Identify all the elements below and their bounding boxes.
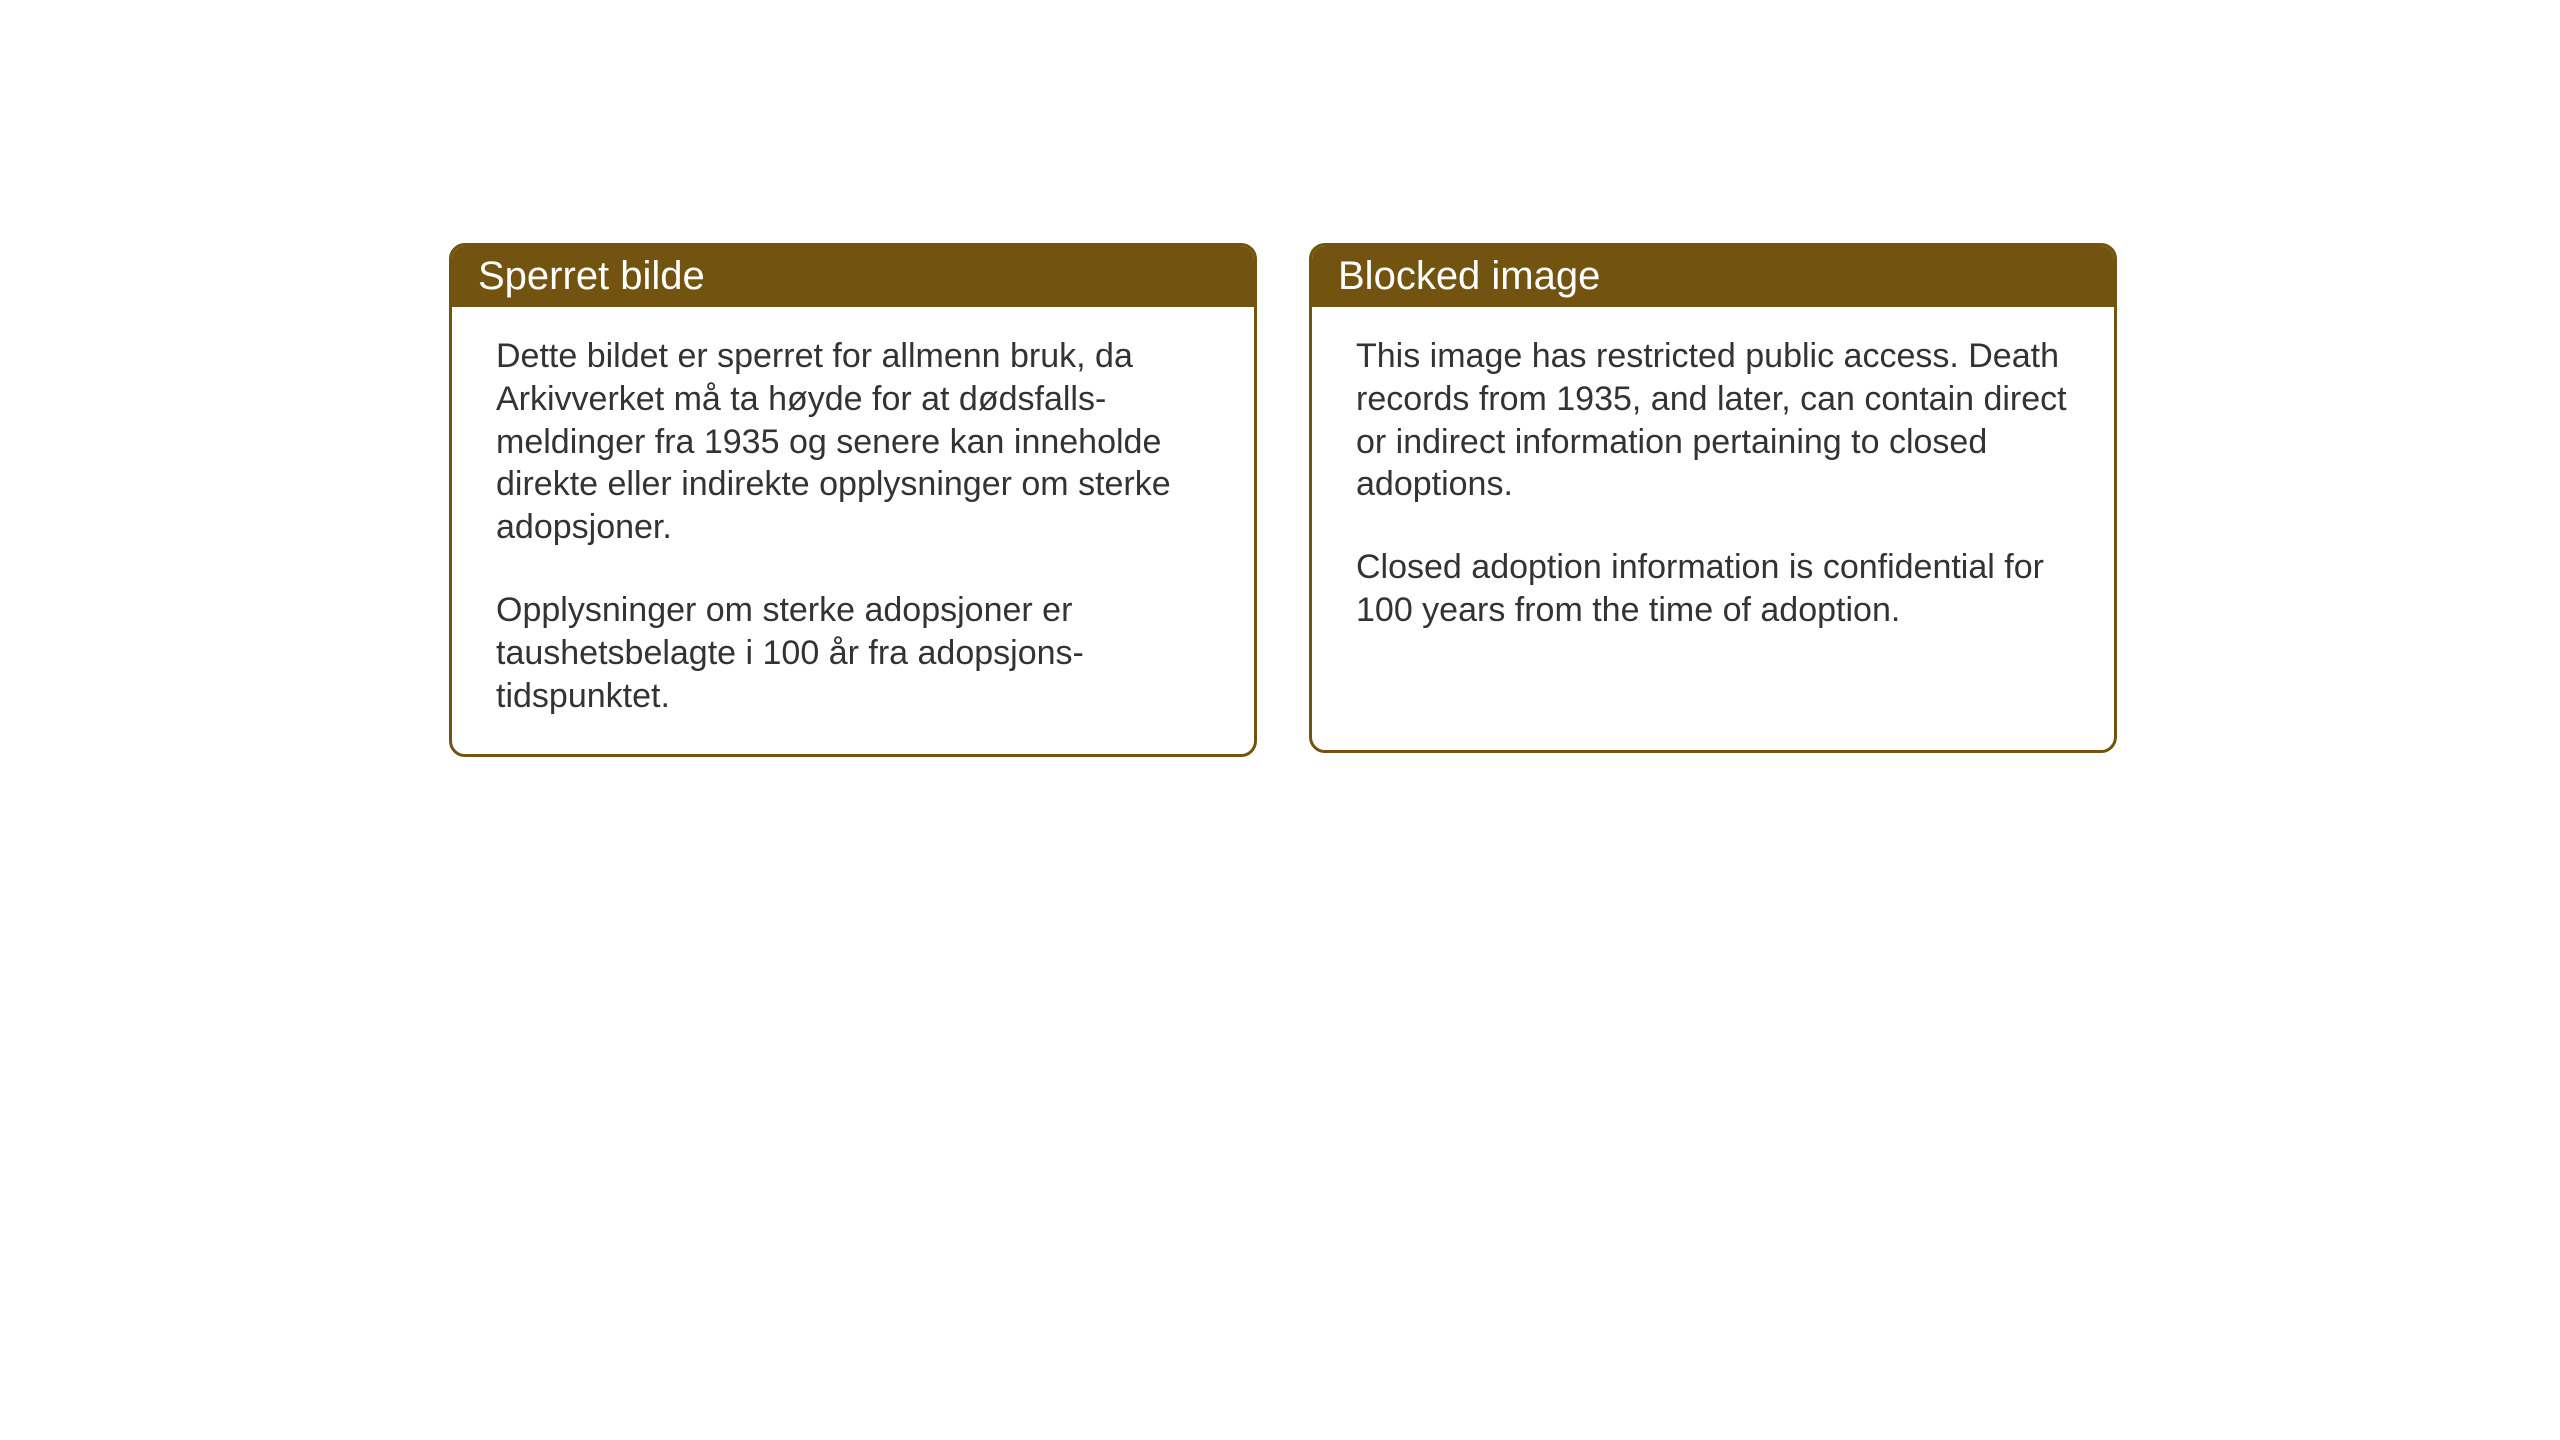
english-paragraph-1: This image has restricted public access.… bbox=[1356, 335, 2070, 506]
english-card-title: Blocked image bbox=[1312, 246, 2114, 307]
norwegian-notice-card: Sperret bilde Dette bildet er sperret fo… bbox=[449, 243, 1257, 757]
english-paragraph-2: Closed adoption information is confident… bbox=[1356, 546, 2070, 632]
norwegian-card-title: Sperret bilde bbox=[452, 246, 1254, 307]
notice-container: Sperret bilde Dette bildet er sperret fo… bbox=[449, 243, 2117, 757]
norwegian-paragraph-1: Dette bildet er sperret for allmenn bruk… bbox=[496, 335, 1210, 549]
english-notice-card: Blocked image This image has restricted … bbox=[1309, 243, 2117, 753]
norwegian-card-body: Dette bildet er sperret for allmenn bruk… bbox=[452, 307, 1254, 754]
norwegian-paragraph-2: Opplysninger om sterke adopsjoner er tau… bbox=[496, 589, 1210, 717]
english-card-body: This image has restricted public access.… bbox=[1312, 307, 2114, 668]
